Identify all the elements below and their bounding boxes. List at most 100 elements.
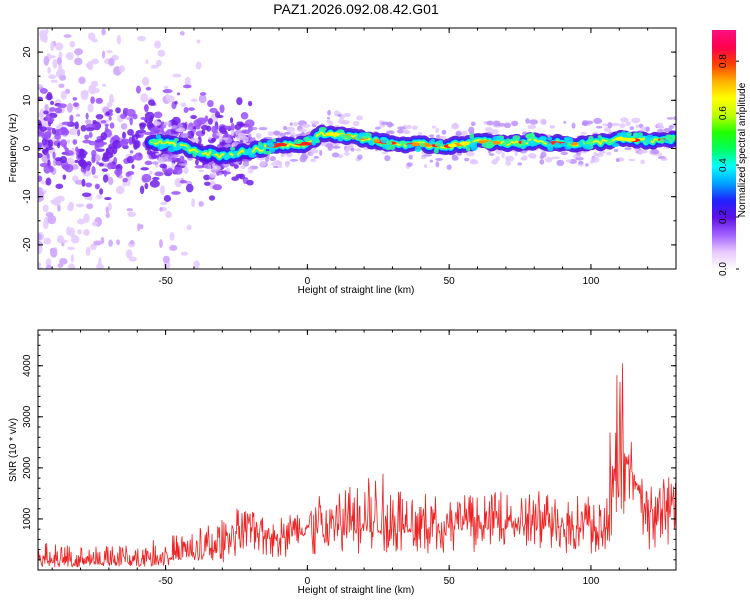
spectrogram-blob [115, 107, 121, 114]
spectrogram-speckle [60, 90, 67, 100]
spectrogram-speckle [67, 246, 75, 250]
spectrogram-blob [43, 131, 52, 140]
ridge-blob [385, 140, 393, 146]
spectrogram-speckle [83, 228, 90, 236]
spectrogram-haze [435, 127, 440, 133]
spectrogram-blob [101, 168, 109, 172]
spectrogram-haze [269, 156, 276, 162]
spectrogram-haze [344, 151, 350, 156]
spectrogram-speckle [191, 198, 195, 208]
spectrogram-haze [240, 165, 246, 169]
ridge-hotspot [447, 143, 458, 148]
spectrogram-speckle [159, 239, 163, 248]
spectrogram-blob [247, 126, 254, 132]
spectrogram-haze [172, 125, 177, 129]
spectrogram-blob [108, 116, 112, 121]
spectrogram-speckle [85, 119, 92, 125]
spectrogram-blob [100, 132, 107, 141]
spectrogram-haze [218, 135, 223, 142]
spectrogram-haze [595, 152, 604, 157]
snr-x-axis-label: Height of straight line (km) [298, 585, 415, 596]
spectrogram-haze [529, 156, 537, 159]
spectrogram-haze [470, 121, 476, 127]
spectrogram-speckle [108, 177, 114, 186]
spectrogram-haze [378, 124, 386, 128]
spectrogram-speckle [76, 218, 86, 225]
spectrogram-blob [87, 165, 91, 170]
spectrogram-speckle [179, 31, 185, 36]
spectrogram-blob [95, 113, 104, 120]
spectrogram-speckle [183, 166, 189, 174]
ridge-blob [346, 134, 352, 141]
spectrogram-haze [408, 154, 413, 160]
spectrogram-blob [85, 160, 92, 167]
ridge-blob [248, 153, 257, 158]
spectrogram-speckle [63, 34, 72, 38]
spectrogram-blob [50, 100, 55, 106]
spectrogram-speckle [61, 242, 65, 247]
ridge-blob [433, 148, 439, 154]
spectrogram-haze [344, 147, 350, 153]
spectrogram-speckle [69, 227, 76, 238]
ridge-blob [223, 153, 231, 160]
spectrogram-speckle [38, 83, 43, 88]
spectrogram-blob [145, 86, 152, 91]
spectrogram-blob [95, 183, 100, 190]
spectrogram-speckle [69, 40, 76, 48]
spectrogram-speckle [101, 50, 106, 59]
ridge-blob [564, 137, 570, 144]
spectrogram-speckle [125, 249, 133, 259]
spectrogram-blob [154, 171, 164, 177]
spectrogram-blob [72, 102, 79, 107]
snr-panel: -50 0 50 100 1000 2000 3000 4000 Height of str… [8, 329, 677, 596]
spectrogram-haze [624, 147, 632, 151]
spectrogram-haze [278, 163, 283, 169]
ridge-blob [266, 142, 275, 148]
spectrogram-haze [435, 158, 443, 161]
spectrogram-haze [234, 140, 239, 147]
spectrogram-speckle [172, 73, 182, 78]
spectrogram-haze [501, 152, 505, 159]
spectrogram-blob [143, 104, 149, 112]
spectrogram-speckle [93, 240, 102, 246]
spectrogram-blob [54, 133, 61, 140]
spectrogram-blob [152, 176, 160, 181]
spectrogram-haze [341, 119, 350, 124]
spectrogram-speckle [174, 177, 183, 188]
spectrogram-haze [282, 125, 288, 131]
spectrogram-blob [114, 168, 123, 176]
ridge-blob [438, 139, 443, 145]
spectrogram-haze [411, 125, 418, 130]
ridge-blob [173, 146, 180, 151]
spectrogram-y-axis-label: Frequency (Hz) [8, 114, 19, 183]
spectrogram-haze [461, 130, 468, 137]
spectrogram-haze [504, 122, 512, 129]
spectrogram-blob [208, 195, 216, 201]
spectrogram-speckle [165, 210, 172, 219]
snr-frame [37, 329, 677, 571]
colorbar-tick-label: 0.6 [718, 106, 729, 120]
spectrogram-haze [251, 126, 258, 131]
spectrogram-speckle [149, 170, 153, 175]
spectrogram-blob [229, 117, 234, 124]
spectrogram-blob [131, 134, 141, 138]
spectrogram-blob [122, 177, 128, 183]
spectrogram-blob [233, 164, 239, 169]
spectrogram-haze [446, 164, 452, 170]
spectrogram-blob [211, 137, 217, 142]
spectrogram-blob [166, 167, 174, 173]
spectrogram-haze [464, 157, 470, 162]
spectrogram-blob [173, 166, 183, 175]
ridge-blob [611, 142, 620, 148]
spectrogram-blob [246, 179, 254, 186]
spectrogram-blob [171, 116, 181, 126]
spectrogram-blob [212, 184, 223, 191]
spectrogram-blob [133, 139, 140, 149]
spectrogram-haze [576, 154, 581, 159]
spectrogram-blob [159, 163, 168, 169]
spectrogram-haze [186, 126, 193, 131]
ridge-blob [512, 135, 521, 141]
spectrogram-speckle [42, 220, 49, 229]
spectrogram-haze [157, 157, 164, 164]
spectrogram-blob [80, 124, 87, 132]
